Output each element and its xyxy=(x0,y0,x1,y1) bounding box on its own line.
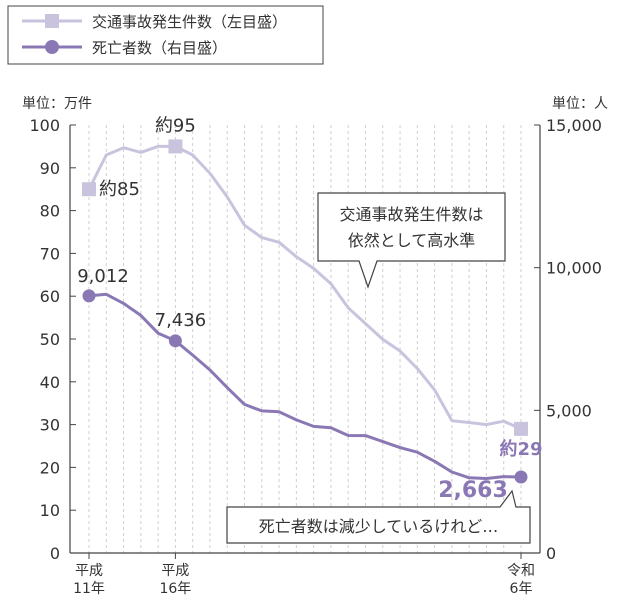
accidents-marker xyxy=(82,182,96,197)
y-left-tick-label: 30 xyxy=(40,416,60,435)
x-tick-label: 16年 xyxy=(159,581,191,597)
x-tick-label: 6年 xyxy=(510,581,533,597)
x-tick-label: 平成 xyxy=(161,563,189,579)
callouts: 交通事故発生件数は依然として高水準死亡者数は減少しているけれど… xyxy=(226,192,531,544)
point-label: 約29 xyxy=(499,438,542,460)
legend-circle-marker xyxy=(45,40,59,54)
point-label: 約95 xyxy=(155,115,196,136)
y-left-tick-label: 50 xyxy=(40,330,60,349)
y-right-tick-label: 10,000 xyxy=(546,259,602,278)
y-left-tick-label: 100 xyxy=(29,116,60,135)
point-labels: 約85 約95 約29 9,012 7,436 2,663 xyxy=(77,115,542,503)
y-right-tick-label: 5,000 xyxy=(546,401,592,420)
y-left-tick-label: 40 xyxy=(40,373,60,392)
deaths-marker xyxy=(168,334,182,348)
x-tick-label: 令和 xyxy=(507,563,535,579)
point-label: 2,663 xyxy=(438,478,508,503)
legend-box xyxy=(7,5,324,65)
y-left-tick-label: 20 xyxy=(40,458,60,477)
y-left-tick-label: 10 xyxy=(40,501,60,520)
y-right-unit-label: 単位：人 xyxy=(552,96,608,112)
deaths-marker xyxy=(514,470,528,484)
accidents-marker xyxy=(514,421,528,436)
legend-label-deaths: 死亡者数（右目盛） xyxy=(92,39,227,57)
series-line-2 xyxy=(87,292,523,480)
x-tick-label: 平成 xyxy=(75,563,103,579)
y-left-tick-label: 70 xyxy=(40,244,60,263)
accidents-marker xyxy=(168,139,183,154)
series-markers xyxy=(82,139,528,484)
point-label: 7,436 xyxy=(155,310,207,331)
legend: 交通事故発生件数（左目盛） 死亡者数（右目盛） xyxy=(7,5,324,65)
y-left-tick-label: 80 xyxy=(40,202,60,221)
series-lines xyxy=(87,144,523,480)
series-line-1 xyxy=(87,144,523,431)
callout-accidents-box xyxy=(317,192,506,289)
legend-label-accidents: 交通事故発生件数（左目盛） xyxy=(92,13,287,31)
legend-square-marker xyxy=(45,14,59,28)
y-left-tick-label: 0 xyxy=(50,544,60,563)
x-tick-label: 11年 xyxy=(73,581,105,597)
point-label: 約85 xyxy=(99,179,140,200)
callout-deaths-box xyxy=(226,489,531,544)
point-label: 9,012 xyxy=(77,266,129,287)
y-left-unit-label: 単位：万件 xyxy=(22,96,92,112)
y-left-tick-label: 60 xyxy=(40,287,60,306)
callout-accidents-text: 依然として高水準 xyxy=(348,231,476,250)
callout-accidents-text: 交通事故発生件数は xyxy=(339,205,483,224)
y-right-tick-label: 0 xyxy=(546,544,556,563)
deaths-marker xyxy=(82,289,96,303)
axes: 0 10 20 30 40 50 60 70 80 90 100 0 5,000 10,000 15,000… xyxy=(22,96,608,597)
callout-deaths-text: 死亡者数は減少しているけれど… xyxy=(259,517,499,536)
y-left-tick-label: 90 xyxy=(40,159,60,178)
y-right-tick-label: 15,000 xyxy=(546,116,602,135)
